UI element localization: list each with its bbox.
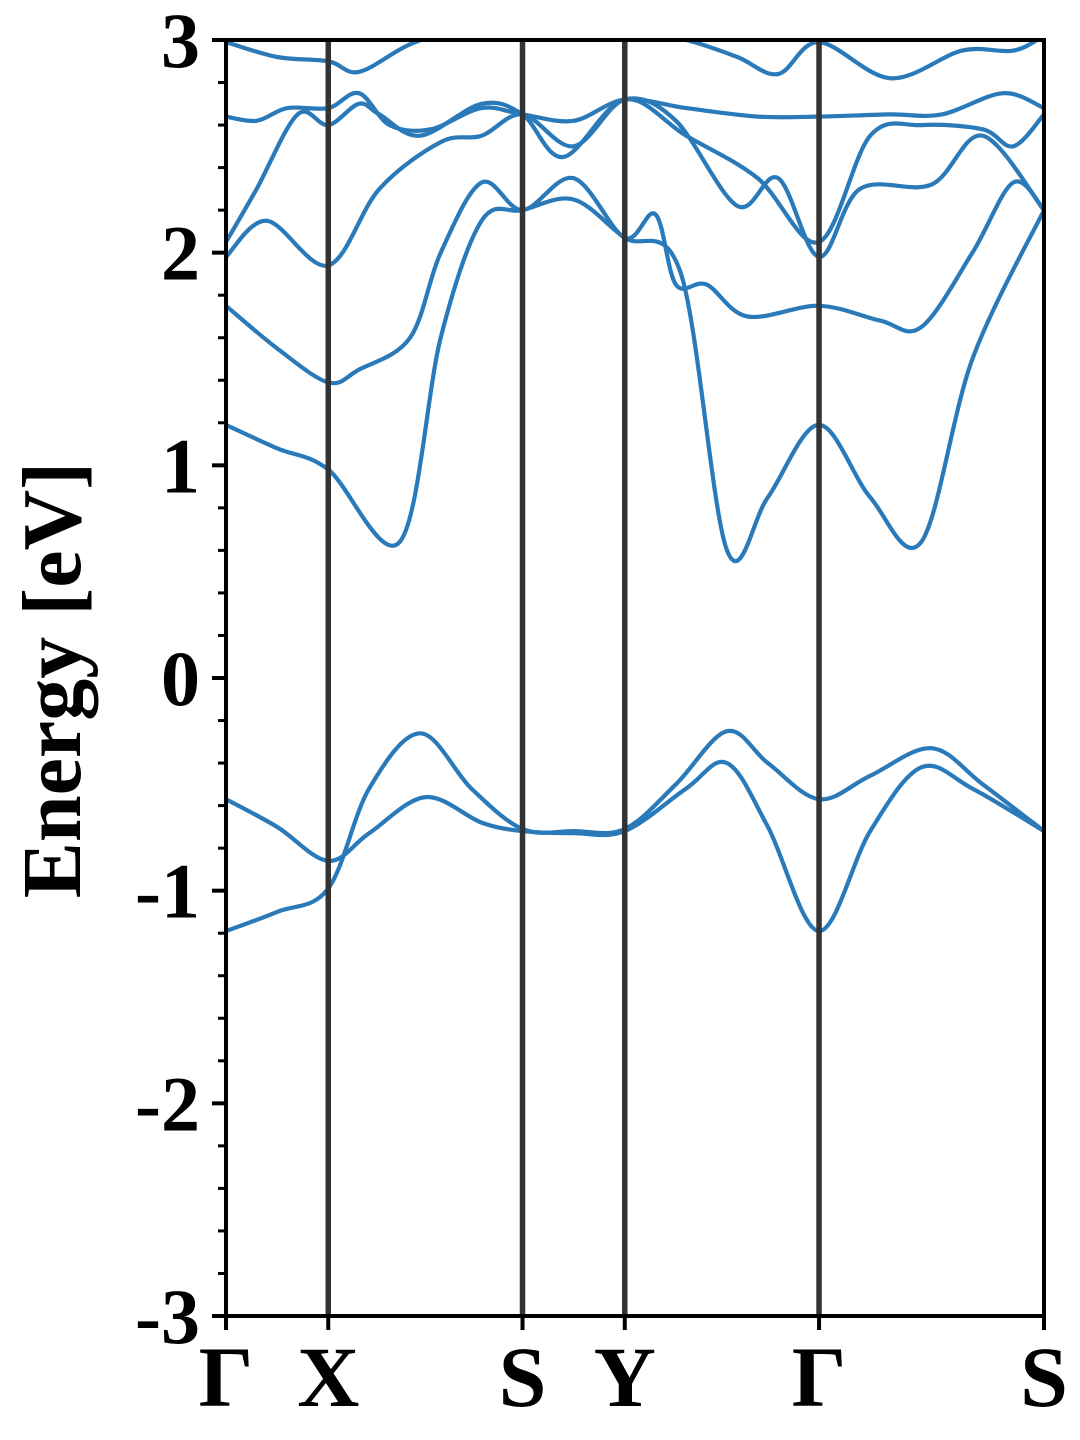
y-tick-label: -2: [135, 1060, 200, 1147]
band-line-7: [226, 40, 1041, 81]
x-tick-label: X: [297, 1329, 359, 1425]
kpoint-lines-group: [325, 40, 822, 1316]
y-tick-label: -3: [135, 1273, 200, 1360]
y-tick-label: 2: [161, 210, 200, 297]
plot-frame: [224, 38, 1046, 1318]
x-tick-label: S: [1020, 1329, 1068, 1425]
x-tick-label: Y: [594, 1329, 656, 1425]
y-axis-label: Energy [eV]: [6, 462, 99, 898]
y-tick-label: 1: [161, 422, 200, 509]
y-ticks-group: 3 2 1 0 -1 -2 -3: [135, 0, 226, 1360]
y-tick-label: 3: [161, 0, 200, 84]
band-line-1: [226, 728, 1044, 934]
band-line-0: [226, 759, 1044, 934]
band-line-5: [226, 97, 1044, 245]
y-tick-label: -1: [135, 848, 200, 935]
x-tick-label: Γ: [199, 1329, 254, 1425]
band-line-3: [226, 175, 1044, 386]
x-tick-label: Γ: [792, 1329, 847, 1425]
y-tick-label: 0: [161, 635, 200, 722]
band-line-2: [226, 196, 1044, 563]
x-tick-label: S: [499, 1329, 547, 1425]
band-series-group: [226, 40, 1044, 934]
